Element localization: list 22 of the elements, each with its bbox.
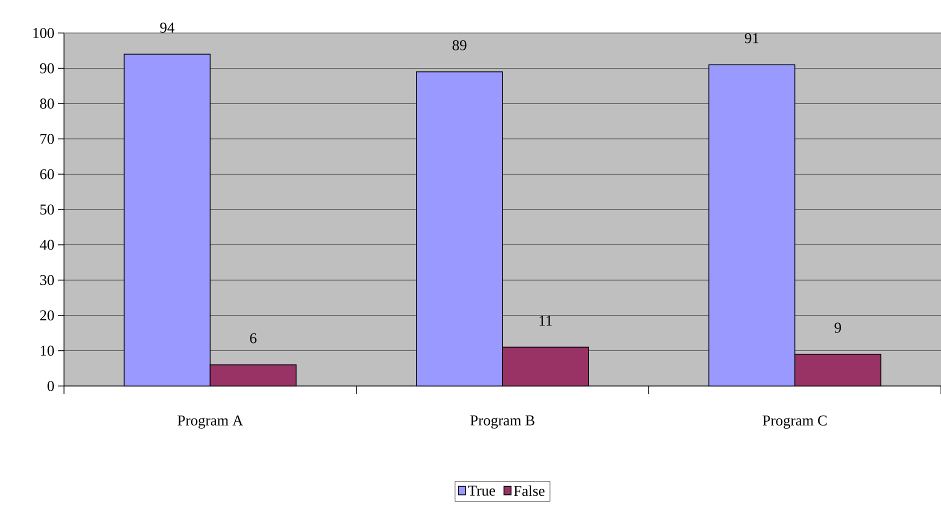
data-label: 9 <box>834 322 841 333</box>
y-tick-label: 100 <box>33 28 54 38</box>
y-tick-label: 30 <box>40 275 54 286</box>
y-tick-label: 50 <box>40 204 54 215</box>
x-tick-label: Program C <box>762 416 827 429</box>
y-tick-label: 70 <box>40 134 54 144</box>
data-label: 11 <box>540 316 552 326</box>
data-label: 6 <box>250 333 256 344</box>
data-label: 94 <box>160 22 174 33</box>
data-label: 89 <box>452 40 466 50</box>
y-tick-label: 90 <box>40 63 54 74</box>
y-tick-label: 20 <box>40 310 54 320</box>
x-tick-label: Program A <box>178 416 244 429</box>
x-tick-label: Program B <box>470 416 534 429</box>
y-tick-label: 0 <box>48 380 54 392</box>
y-tick-label: 60 <box>40 169 54 180</box>
legend-label: True <box>468 486 496 496</box>
y-tick-label: 40 <box>40 240 54 250</box>
y-tick-label: 80 <box>40 98 54 109</box>
y-tick-label: 10 <box>40 346 54 356</box>
legend-label: False <box>514 486 544 496</box>
data-label: 91 <box>744 33 758 44</box>
